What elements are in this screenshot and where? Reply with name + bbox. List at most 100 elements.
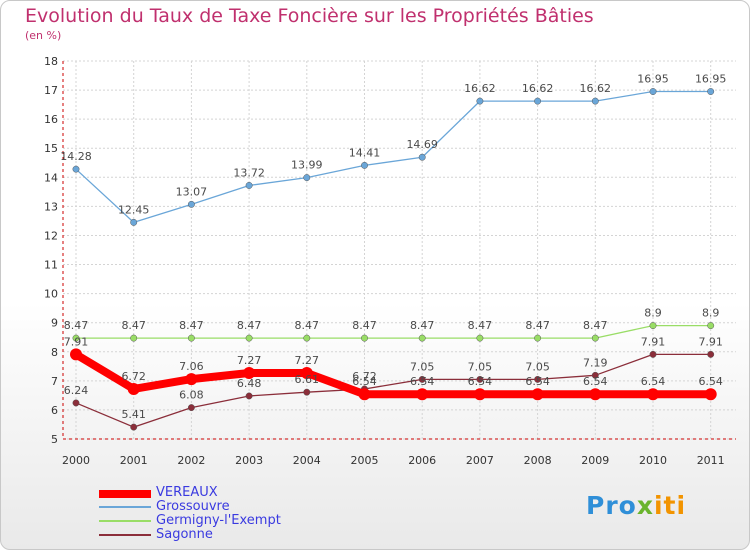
data-label-germigny-l-exempt: 8.47 xyxy=(179,319,204,332)
legend-swatch-sagonne xyxy=(99,534,151,536)
data-label-germigny-l-exempt: 8.47 xyxy=(468,319,493,332)
data-label-sagonne: 6.24 xyxy=(64,384,89,397)
data-point-sagonne xyxy=(476,375,484,383)
y-tick-label: 15 xyxy=(44,142,58,155)
x-tick-label: 2005 xyxy=(351,454,379,467)
series-line-sagonne xyxy=(75,353,712,428)
x-tick-label: 2007 xyxy=(466,454,494,467)
data-point-sagonne xyxy=(245,392,253,400)
data-point-vereaux xyxy=(185,373,198,386)
data-label-sagonne: 7.91 xyxy=(641,335,666,348)
data-point-grossouvre xyxy=(707,88,715,95)
data-label-sagonne: 7.05 xyxy=(468,360,493,373)
x-tick-label: 2002 xyxy=(177,454,205,467)
data-point-grossouvre xyxy=(591,97,599,105)
data-point-grossouvre xyxy=(72,165,80,173)
y-tick-label: 7 xyxy=(51,375,58,388)
logo-part-3: iti xyxy=(653,491,687,520)
data-label-vereaux: 6.54 xyxy=(352,375,377,388)
data-point-grossouvre xyxy=(187,200,195,208)
y-tick-label: 5 xyxy=(51,433,58,446)
chart-title: Evolution du Taux de Taxe Foncière sur l… xyxy=(25,5,594,27)
data-point-germigny-l-exempt xyxy=(707,322,715,330)
data-label-grossouvre: 16.62 xyxy=(580,82,612,95)
data-label-sagonne: 6.08 xyxy=(179,389,204,402)
data-label-sagonne: 6.48 xyxy=(237,377,262,390)
x-tick-label: 2001 xyxy=(120,454,148,467)
data-label-vereaux: 7.06 xyxy=(179,360,204,373)
data-label-grossouvre: 14.28 xyxy=(60,150,92,163)
data-label-vereaux: 6.54 xyxy=(468,375,493,388)
data-label-sagonne: 6.61 xyxy=(295,373,320,386)
legend-label-vereaux: VEREAUX xyxy=(156,485,218,500)
series-line-grossouvre xyxy=(75,90,712,224)
data-label-germigny-l-exempt: 8.47 xyxy=(583,319,608,332)
data-point-sagonne xyxy=(130,423,138,431)
data-point-grossouvre xyxy=(534,97,542,105)
proxiti-logo: Proxiti xyxy=(586,491,686,520)
data-label-germigny-l-exempt: 8.47 xyxy=(410,319,435,332)
data-label-vereaux: 6.54 xyxy=(525,375,550,388)
data-point-germigny-l-exempt xyxy=(303,334,311,342)
data-point-vereaux xyxy=(127,382,140,395)
y-tick-label: 12 xyxy=(44,229,58,242)
legend-swatch-germigny xyxy=(99,520,151,522)
data-point-vereaux xyxy=(243,366,256,379)
data-point-sagonne xyxy=(534,375,542,383)
data-point-sagonne xyxy=(72,399,80,407)
data-point-sagonne xyxy=(187,404,195,412)
data-label-vereaux: 7.27 xyxy=(295,354,320,367)
data-label-grossouvre: 16.95 xyxy=(695,73,727,86)
data-point-vereaux xyxy=(473,388,486,401)
data-label-vereaux: 6.54 xyxy=(698,375,723,388)
data-point-vereaux xyxy=(589,388,602,401)
legend-label-germigny: Germigny-l'Exempt xyxy=(156,513,281,528)
y-tick-label: 9 xyxy=(51,317,58,330)
series-line-germigny-l-exempt xyxy=(75,324,712,339)
chart-unit-label: (en %) xyxy=(25,29,62,42)
data-point-germigny-l-exempt xyxy=(130,334,138,342)
y-tick-label: 14 xyxy=(44,171,58,184)
y-tick-label: 11 xyxy=(44,259,58,272)
y-tick-label: 17 xyxy=(44,84,58,97)
data-label-germigny-l-exempt: 8.9 xyxy=(644,307,662,320)
data-point-vereaux xyxy=(416,388,429,401)
data-label-vereaux: 7.91 xyxy=(64,335,89,348)
data-label-sagonne: 5.41 xyxy=(121,408,146,421)
data-label-sagonne: 7.05 xyxy=(410,360,435,373)
data-point-sagonne xyxy=(707,350,715,358)
data-point-vereaux xyxy=(531,388,544,401)
data-label-grossouvre: 16.95 xyxy=(637,73,669,86)
y-tick-label: 10 xyxy=(44,288,58,301)
data-point-germigny-l-exempt xyxy=(534,334,542,342)
y-tick-label: 16 xyxy=(44,113,58,126)
data-label-vereaux: 7.27 xyxy=(237,354,262,367)
x-tick-label: 2009 xyxy=(581,454,609,467)
series-line-vereaux xyxy=(72,350,715,399)
data-label-vereaux: 6.54 xyxy=(410,375,435,388)
logo-part-1: Pro xyxy=(586,491,637,520)
data-label-vereaux: 6.54 xyxy=(641,375,666,388)
x-tick-label: 2004 xyxy=(293,454,321,467)
data-label-sagonne: 6.72 xyxy=(352,370,377,383)
data-point-vereaux xyxy=(70,348,82,361)
data-label-germigny-l-exempt: 8.47 xyxy=(237,319,262,332)
data-label-grossouvre: 14.69 xyxy=(406,138,438,151)
data-label-grossouvre: 13.99 xyxy=(291,159,323,172)
data-point-grossouvre xyxy=(303,174,311,182)
logo-part-2: x xyxy=(636,491,654,520)
data-point-grossouvre xyxy=(245,181,253,189)
data-point-germigny-l-exempt xyxy=(72,334,80,342)
x-tick-label: 2008 xyxy=(524,454,552,467)
y-tick-label: 18 xyxy=(44,55,58,68)
data-label-germigny-l-exempt: 8.47 xyxy=(295,319,320,332)
legend-label-grossouvre: Grossouvre xyxy=(156,499,230,514)
data-point-germigny-l-exempt xyxy=(418,334,426,342)
data-point-germigny-l-exempt xyxy=(476,334,484,342)
data-point-grossouvre xyxy=(476,97,484,105)
y-tick-label: 8 xyxy=(51,346,58,359)
data-point-germigny-l-exempt xyxy=(187,334,195,342)
data-point-germigny-l-exempt xyxy=(649,322,657,330)
data-point-vereaux xyxy=(300,366,313,379)
